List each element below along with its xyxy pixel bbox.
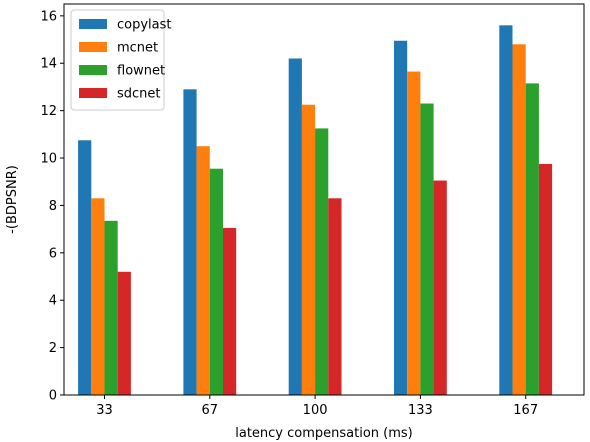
x-axis-label: latency compensation (ms) — [235, 426, 413, 441]
x-tick-label: 67 — [202, 403, 219, 418]
legend-swatch-mcnet — [79, 42, 107, 52]
y-axis: 0 2 4 6 8 10 12 14 16 — [40, 9, 64, 404]
y-tick-label: 16 — [40, 9, 57, 24]
legend-label-flownet: flownet — [117, 64, 165, 79]
bar-copylast-67 — [183, 89, 197, 396]
y-tick-label: 4 — [49, 294, 57, 309]
legend-box — [70, 9, 165, 111]
bar-copylast-100 — [288, 58, 302, 396]
bar-mcnet-167 — [512, 44, 526, 395]
x-tick-label: 167 — [513, 403, 538, 418]
bar-sdcnet-33 — [117, 271, 131, 395]
bar-mcnet-133 — [407, 71, 421, 395]
bar-flownet-133 — [420, 103, 434, 395]
bar-mcnet-33 — [91, 198, 105, 395]
x-tick-label: 33 — [96, 403, 113, 418]
y-axis-label: -(BDPSNR) — [5, 165, 20, 234]
bar-mcnet-100 — [301, 104, 316, 395]
bar-mcnet-67 — [196, 146, 210, 395]
bar-sdcnet-167 — [538, 163, 553, 395]
bar-copylast-167 — [499, 25, 513, 396]
bar-flownet-167 — [525, 83, 539, 395]
bar-sdcnet-100 — [328, 198, 342, 395]
x-tick-label: 100 — [303, 403, 328, 418]
y-tick-label: 14 — [40, 57, 57, 72]
bars-layer — [78, 25, 553, 396]
legend-swatch-copylast — [79, 19, 107, 29]
bar-flownet-100 — [315, 128, 329, 395]
y-tick-label: 10 — [40, 152, 57, 167]
plot-frame — [63, 3, 585, 396]
bar-copylast-33 — [78, 140, 92, 395]
x-axis: 33 67 100 133 167 — [96, 395, 538, 418]
bar-copylast-133 — [394, 40, 408, 395]
y-tick-label: 12 — [40, 104, 57, 119]
bar-sdcnet-133 — [433, 180, 447, 395]
x-tick-label: 133 — [408, 403, 433, 418]
y-tick-label: 6 — [49, 246, 57, 261]
legend-swatch-sdcnet — [79, 88, 107, 98]
bar-sdcnet-67 — [223, 227, 237, 395]
legend-swatch-flownet — [79, 65, 107, 75]
bar-flownet-67 — [209, 168, 223, 395]
legend: copylast mcnet flownet sdcnet — [70, 9, 172, 111]
y-tick-label: 8 — [49, 199, 57, 214]
y-tick-label: 0 — [49, 389, 57, 404]
y-tick-label: 2 — [49, 341, 57, 356]
legend-label-copylast: copylast — [117, 18, 172, 33]
legend-label-mcnet: mcnet — [117, 41, 158, 56]
legend-label-sdcnet: sdcnet — [117, 87, 161, 102]
bar-flownet-33 — [104, 220, 118, 395]
